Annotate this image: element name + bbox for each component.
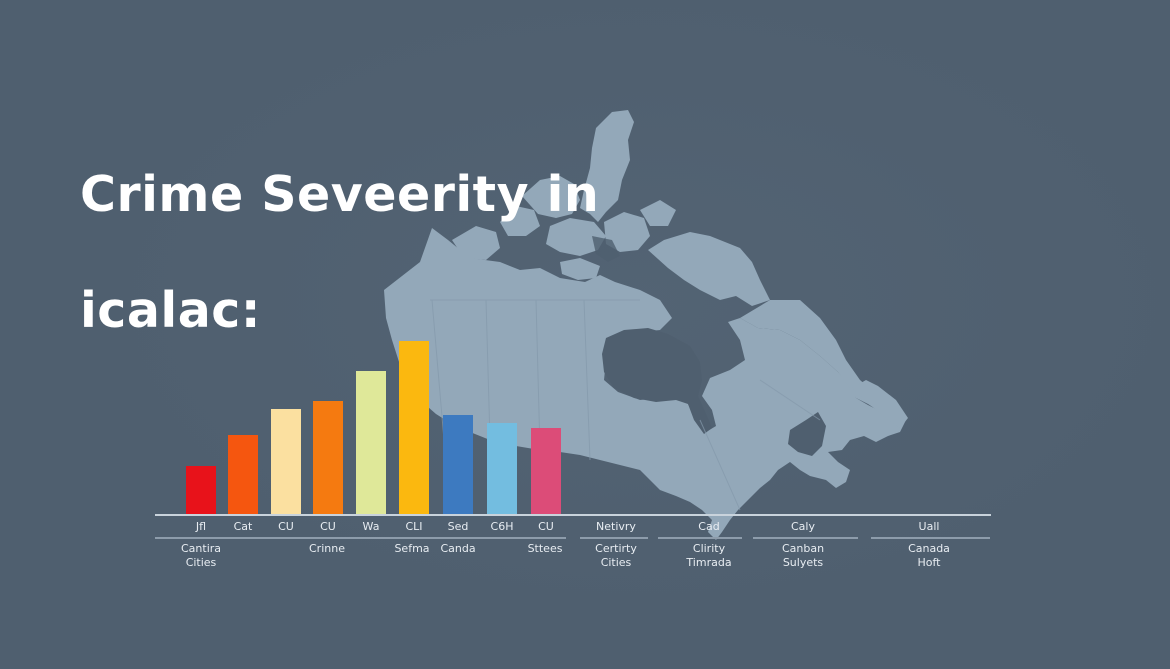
chart-title-line-1: Crime Seveerity in xyxy=(80,166,600,223)
category-label: Wa xyxy=(362,520,380,533)
divider-line-5 xyxy=(871,537,990,539)
divider-line-4 xyxy=(753,537,858,539)
column-sublabel: Canban Sulyets xyxy=(781,542,825,569)
category-label: CU xyxy=(538,520,554,533)
group-label: Cantira Cities xyxy=(180,542,222,569)
category-label: Sed xyxy=(447,520,469,533)
bar-9 xyxy=(531,428,561,514)
bar-5 xyxy=(356,371,386,514)
group-label: Crinne xyxy=(309,542,345,555)
group-label: Sttees xyxy=(527,542,563,555)
divider-line-2 xyxy=(580,537,648,539)
divider-line-1 xyxy=(155,537,566,539)
group-label: Canda xyxy=(440,542,476,555)
category-label: CU xyxy=(278,520,294,533)
divider-line-3 xyxy=(658,537,742,539)
chart-title-line-2: icalac: xyxy=(80,282,261,339)
column-sublabel: Clirity Timrada xyxy=(686,542,732,569)
column-label: Cad xyxy=(698,520,720,533)
x-axis-line xyxy=(155,514,991,516)
column-label: Uall xyxy=(918,520,940,533)
bar-6 xyxy=(399,341,429,514)
bar-2 xyxy=(228,435,258,514)
bar-3 xyxy=(271,409,301,514)
bar-4 xyxy=(313,401,343,514)
column-label: Netivry xyxy=(596,520,636,533)
category-label: C6H xyxy=(490,520,514,533)
category-label: Cat xyxy=(233,520,253,533)
group-label: Sefma xyxy=(394,542,430,555)
column-sublabel: Canada Hoft xyxy=(908,542,950,569)
category-label: CLI xyxy=(405,520,423,533)
category-label: CU xyxy=(320,520,336,533)
bar-7 xyxy=(443,415,473,514)
column-label: Caly xyxy=(791,520,815,533)
column-sublabel: Certirty Cities xyxy=(595,542,637,569)
bar-8 xyxy=(487,423,517,514)
bar-1 xyxy=(186,466,216,514)
chart-title: Crime Seveerity in icalac: xyxy=(80,108,599,398)
category-label: Jfl xyxy=(195,520,207,533)
